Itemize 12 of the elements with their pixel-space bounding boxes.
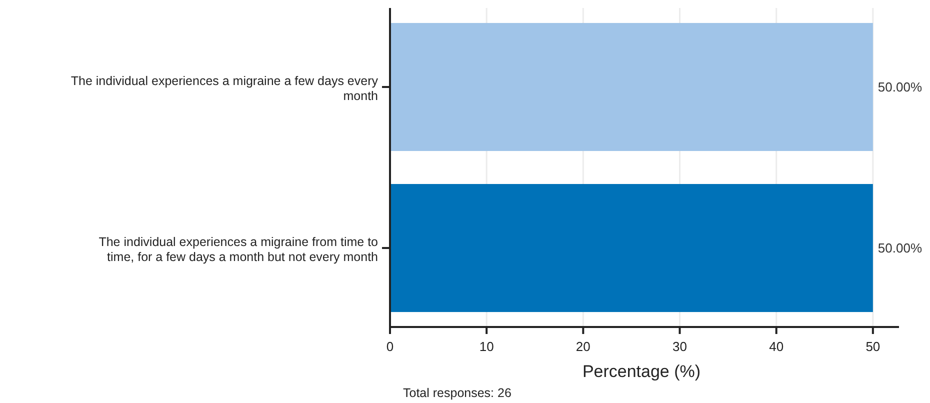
- x-tick-label: 40: [769, 339, 784, 354]
- x-tick-label: 30: [672, 339, 687, 354]
- x-tick-label: 10: [479, 339, 494, 354]
- x-tick-label: 0: [386, 339, 394, 354]
- x-axis-title: Percentage (%): [582, 362, 701, 381]
- y-tick-label: The individual experiences a migraine a few days every month: [70, 74, 379, 103]
- x-tick-label: 20: [576, 339, 590, 354]
- data-label: 50.00%: [878, 80, 922, 95]
- x-tick-label: 50: [866, 339, 880, 354]
- text: Total responses: 26: [403, 386, 512, 400]
- data-label: 50.00%: [878, 240, 922, 256]
- y-tick-label: The individual experiences a migraine from time to time, for a few days a month but not every month: [98, 235, 378, 264]
